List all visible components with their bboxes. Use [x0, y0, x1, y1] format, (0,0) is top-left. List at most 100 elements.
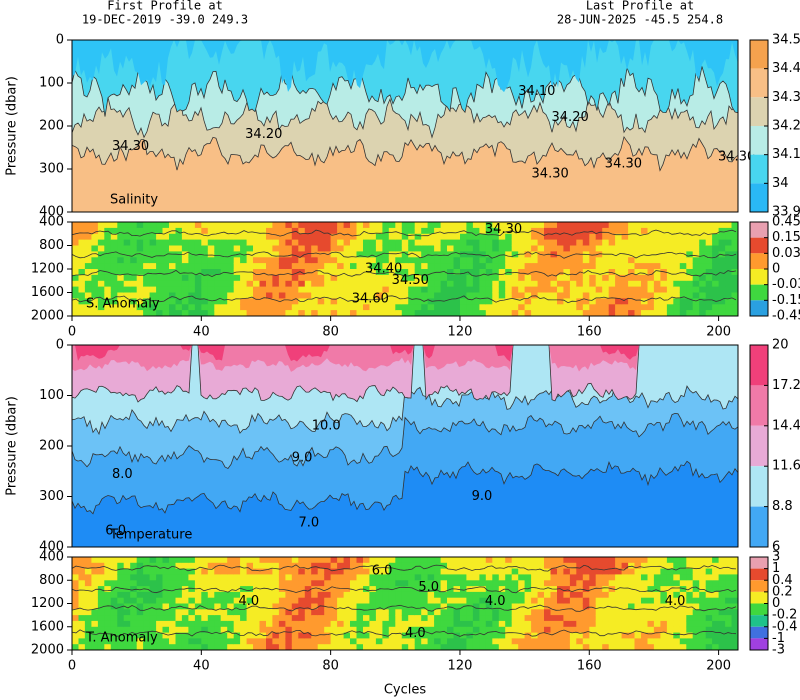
field-cell	[712, 557, 720, 564]
field-cell	[91, 227, 99, 235]
field-cell	[608, 626, 616, 634]
field-cell	[595, 562, 603, 570]
field-cell	[557, 591, 564, 599]
field-cell	[511, 239, 519, 246]
field-cell	[666, 227, 674, 235]
field-cell	[647, 591, 655, 599]
field-cell	[440, 304, 448, 311]
field-cell	[485, 310, 493, 317]
field-cell	[725, 257, 733, 264]
field-cell	[104, 591, 112, 599]
field-cell	[194, 310, 202, 317]
field-cell	[466, 245, 474, 252]
field-cell	[557, 638, 564, 645]
field-cell	[608, 280, 616, 288]
field-cell	[382, 274, 390, 282]
field-cell	[414, 222, 422, 229]
field-cell	[123, 233, 131, 241]
field-cell	[311, 638, 319, 645]
field-cell	[679, 298, 687, 305]
field-cell	[304, 292, 312, 299]
field-cell	[673, 233, 681, 241]
field-cell	[84, 557, 92, 564]
field-cell	[518, 626, 526, 634]
field-cell	[130, 233, 138, 241]
field-cell	[447, 580, 454, 587]
field-cell	[110, 568, 118, 575]
field-cell	[233, 626, 241, 634]
field-cell	[214, 251, 222, 258]
field-cell	[421, 586, 429, 593]
contour-label: 9.0	[292, 451, 313, 466]
field-cell	[447, 239, 454, 246]
field-cell	[311, 257, 319, 264]
field-cell	[181, 615, 189, 622]
field-cell	[557, 632, 564, 639]
field-cell	[602, 280, 610, 288]
field-cell	[181, 568, 189, 575]
field-cell	[298, 580, 306, 587]
field-cell	[569, 222, 577, 229]
field-cell	[343, 615, 351, 622]
field-cell	[162, 591, 170, 599]
field-cell	[621, 239, 629, 246]
field-cell	[181, 638, 189, 645]
field-cell	[673, 609, 681, 616]
field-cell	[705, 644, 713, 651]
field-cell	[240, 274, 248, 282]
colorbar-segment	[750, 237, 768, 254]
field-cell	[537, 609, 545, 616]
field-cell	[634, 568, 642, 575]
field-cell	[485, 580, 493, 587]
field-cell	[421, 245, 429, 252]
field-cell	[550, 615, 558, 622]
field-cell	[330, 251, 338, 258]
field-cell	[130, 263, 138, 270]
field-cell	[156, 638, 164, 645]
field-cell	[453, 292, 461, 299]
field-cell	[110, 292, 118, 299]
field-cell	[608, 644, 616, 651]
field-cell	[421, 620, 429, 628]
field-cell	[123, 263, 131, 270]
field-cell	[97, 292, 105, 299]
field-cell	[453, 233, 461, 241]
field-cell	[505, 638, 513, 645]
field-cell	[628, 263, 636, 270]
field-cell	[388, 263, 396, 270]
field-cell	[679, 269, 687, 276]
field-cell	[718, 580, 726, 587]
field-cell	[207, 292, 215, 299]
field-cell	[472, 263, 480, 270]
field-cell	[673, 251, 681, 258]
field-cell	[414, 227, 422, 235]
field-cell	[337, 286, 345, 293]
field-cell	[679, 568, 687, 575]
field-cell	[550, 257, 558, 264]
field-cell	[266, 245, 273, 252]
field-cell	[557, 626, 564, 634]
field-cell	[453, 310, 461, 317]
field-cell	[72, 597, 79, 604]
colorbar-label: 33.9	[772, 205, 800, 220]
field-cell	[156, 251, 164, 258]
field-cell	[181, 304, 189, 311]
field-cell	[343, 644, 351, 651]
field-cell	[84, 263, 92, 270]
field-cell	[705, 286, 713, 293]
field-cell	[311, 280, 319, 288]
field-cell	[615, 609, 623, 616]
field-cell	[602, 245, 610, 252]
field-cell	[324, 239, 332, 246]
field-cell	[240, 245, 248, 252]
field-cell	[227, 591, 235, 599]
field-cell	[136, 251, 144, 258]
field-cell	[447, 603, 454, 610]
field-cell	[615, 239, 623, 246]
field-cell	[537, 615, 545, 622]
field-cell	[246, 292, 254, 299]
field-cell	[615, 263, 623, 270]
field-cell	[240, 286, 248, 293]
field-cell	[621, 557, 629, 564]
field-cell	[136, 298, 144, 305]
